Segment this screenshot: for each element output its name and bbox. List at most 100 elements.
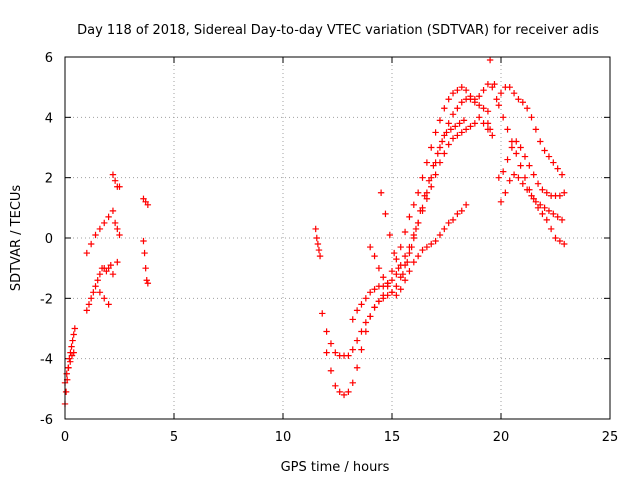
- plus-marker: [449, 135, 457, 142]
- plus-marker: [375, 264, 383, 272]
- plus-marker: [517, 144, 524, 151]
- plus-marker: [336, 388, 343, 396]
- plus-marker: [480, 86, 487, 94]
- plus-marker: [390, 249, 398, 257]
- plus-marker: [434, 150, 441, 157]
- plus-marker: [388, 289, 396, 296]
- plus-marker: [519, 99, 526, 106]
- plus-marker: [406, 267, 413, 275]
- plus-marker: [462, 126, 470, 133]
- plus-marker: [491, 80, 498, 88]
- plus-marker: [462, 86, 470, 94]
- plus-marker: [384, 292, 391, 299]
- plus-marker: [87, 295, 95, 302]
- plus-marker: [345, 388, 352, 396]
- plus-marker: [101, 295, 108, 302]
- plus-marker: [484, 108, 492, 115]
- plus-marker: [537, 138, 544, 145]
- plus-marker: [314, 240, 322, 248]
- plus-marker: [454, 210, 461, 218]
- plus-marker: [552, 234, 559, 242]
- plus-marker: [388, 277, 396, 284]
- plus-marker: [447, 126, 455, 133]
- plus-marker: [140, 237, 147, 245]
- series-early-cluster-f: [109, 171, 123, 190]
- plus-marker: [109, 271, 117, 278]
- series-afternoon-arc-d: [367, 201, 470, 299]
- plus-marker: [499, 114, 507, 121]
- series-early-cluster-h: [140, 195, 152, 209]
- plus-marker: [94, 277, 101, 284]
- plus-marker: [499, 168, 507, 175]
- series-evening-arc-d: [497, 171, 566, 224]
- plus-marker: [432, 129, 439, 136]
- plus-marker: [315, 246, 323, 254]
- plus-marker: [436, 159, 444, 166]
- plus-marker: [489, 132, 496, 139]
- plus-marker: [476, 102, 483, 109]
- plus-marker: [144, 201, 152, 209]
- plus-marker: [419, 246, 426, 254]
- plus-marker: [421, 192, 428, 199]
- plus-marker: [541, 147, 548, 154]
- plus-marker: [528, 114, 535, 121]
- plus-marker: [462, 201, 470, 209]
- series-evening-arc-e: [484, 120, 496, 139]
- plus-marker: [340, 391, 348, 399]
- plus-marker: [428, 240, 435, 248]
- plus-marker: [497, 90, 505, 97]
- plus-marker: [332, 349, 339, 356]
- plus-marker: [471, 99, 479, 106]
- y-axis-label: SDTVAR / TECUs: [9, 185, 24, 292]
- plus-marker: [543, 216, 550, 224]
- plus-marker: [484, 120, 492, 127]
- plus-marker: [515, 174, 522, 181]
- plus-marker: [486, 126, 494, 133]
- plus-marker: [401, 228, 409, 236]
- series-early-cluster-a: [61, 325, 79, 408]
- x-tick-label: 15: [384, 430, 401, 445]
- plus-marker: [521, 174, 529, 181]
- plus-marker: [532, 126, 540, 133]
- plus-marker: [432, 237, 439, 245]
- plus-marker: [70, 331, 77, 338]
- series-evening-arc-a: [486, 56, 568, 248]
- plus-marker: [410, 258, 417, 266]
- series-evening-arc-c: [495, 138, 568, 199]
- plus-marker: [539, 210, 546, 218]
- plus-marker: [327, 340, 335, 347]
- series-early-cluster-c: [83, 261, 114, 314]
- plus-marker: [111, 219, 119, 227]
- plus-marker: [142, 264, 149, 272]
- plus-marker: [404, 258, 411, 266]
- plus-marker: [116, 183, 123, 190]
- plus-marker: [539, 186, 546, 193]
- plus-marker: [428, 144, 435, 151]
- plus-marker: [436, 144, 444, 151]
- plus-marker: [397, 243, 404, 251]
- plus-marker: [554, 213, 561, 221]
- plus-marker: [486, 56, 494, 64]
- data-points: [61, 56, 568, 408]
- grid: [65, 57, 610, 419]
- plus-marker: [358, 301, 365, 308]
- plus-marker: [313, 234, 320, 242]
- plus-marker: [519, 180, 526, 187]
- plus-marker: [449, 216, 457, 224]
- plus-marker: [367, 243, 374, 251]
- plus-marker: [476, 114, 483, 121]
- chart-title: Day 118 of 2018, Sidereal Day-to-day VTE…: [77, 23, 599, 38]
- plus-marker: [423, 243, 431, 251]
- plus-marker: [541, 204, 548, 212]
- plus-marker: [550, 210, 557, 218]
- plus-marker: [436, 231, 444, 239]
- plus-marker: [430, 162, 437, 169]
- plus-marker: [438, 138, 446, 145]
- plus-marker: [393, 283, 400, 290]
- plus-marker: [371, 304, 378, 311]
- x-tick-label: 0: [61, 430, 69, 445]
- plus-marker: [96, 225, 104, 233]
- plus-marker: [556, 237, 564, 245]
- plus-marker: [114, 258, 121, 266]
- plus-marker: [410, 201, 417, 209]
